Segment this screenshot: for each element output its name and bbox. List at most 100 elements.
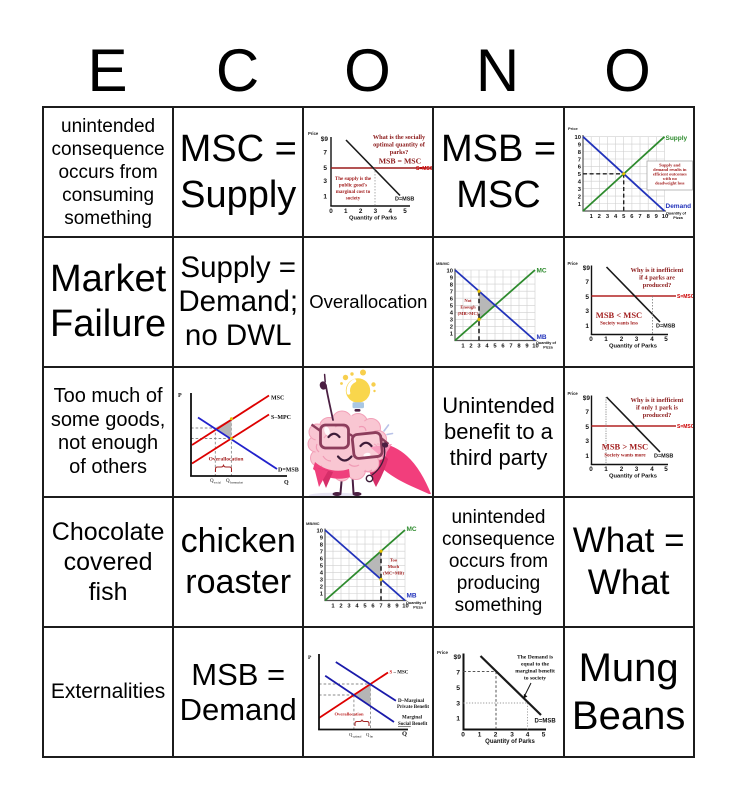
svg-text:Not: Not [465, 298, 473, 303]
svg-text:0: 0 [589, 336, 593, 343]
svg-text:MSC: MSC [271, 396, 284, 402]
svg-text:deadweight loss: deadweight loss [655, 181, 685, 186]
svg-text:MC: MC [407, 526, 417, 533]
svg-text:S=MSC: S=MSC [677, 294, 693, 300]
svg-text:8: 8 [646, 214, 650, 220]
svg-text:society: society [346, 197, 361, 202]
svg-text:1: 1 [320, 592, 324, 598]
svg-text:D–Marginal: D–Marginal [398, 699, 425, 704]
svg-text:S–MPC: S–MPC [271, 415, 291, 421]
svg-text:3: 3 [585, 308, 589, 315]
svg-text:1: 1 [332, 604, 336, 610]
svg-text:Why is it inefficient: Why is it inefficient [630, 397, 684, 404]
svg-text:10: 10 [317, 528, 323, 534]
svg-text:Pizza: Pizza [414, 606, 424, 610]
svg-text:Quantity of Parks: Quantity of Parks [609, 474, 657, 480]
svg-text:3: 3 [450, 318, 454, 324]
svg-text:2: 2 [320, 585, 323, 591]
svg-text:10: 10 [533, 344, 539, 350]
svg-text:10: 10 [661, 214, 667, 220]
svg-text:8: 8 [450, 282, 454, 288]
svg-text:optimal: optimal [353, 736, 362, 739]
svg-text:9: 9 [320, 535, 324, 541]
svg-text:3: 3 [324, 178, 328, 185]
svg-text:Quantity of: Quantity of [536, 341, 557, 345]
svg-text:Enough: Enough [461, 305, 477, 310]
svg-text:1: 1 [604, 336, 608, 343]
svg-text:demand results in: demand results in [653, 167, 687, 172]
svg-text:4: 4 [614, 214, 618, 220]
svg-text:3: 3 [320, 578, 324, 584]
svg-text:1: 1 [450, 332, 454, 338]
svg-text:4: 4 [526, 732, 530, 739]
svg-text:MSB < MSC: MSB < MSC [595, 310, 641, 320]
svg-text:5: 5 [320, 564, 324, 570]
svg-text:The supply is the: The supply is the [335, 177, 372, 182]
svg-text:with no: with no [662, 176, 677, 181]
svg-text:Quantity of: Quantity of [666, 212, 687, 216]
svg-text:S=MSC: S=MSC [677, 424, 693, 430]
svg-text:Much: Much [388, 564, 400, 569]
svg-text:D=MSB: D=MSB [278, 468, 299, 474]
svg-text:3: 3 [457, 701, 461, 708]
svg-text:5: 5 [577, 172, 581, 178]
svg-text:MB: MB [537, 334, 547, 341]
svg-text:2: 2 [359, 208, 363, 215]
svg-text:Price: Price [308, 131, 319, 136]
svg-text:Why is it inefficient: Why is it inefficient [630, 267, 684, 274]
svg-text:produced?: produced? [642, 412, 671, 419]
svg-text:8: 8 [577, 150, 581, 156]
svg-text:freemarket: freemarket [230, 481, 243, 485]
svg-text:Pizza: Pizza [544, 346, 554, 350]
svg-text:5: 5 [364, 604, 368, 610]
svg-text:0: 0 [589, 466, 593, 473]
svg-text:8: 8 [320, 542, 324, 548]
svg-text:2: 2 [450, 325, 453, 331]
svg-text:5: 5 [542, 732, 546, 739]
svg-text:Q: Q [284, 480, 289, 486]
svg-text:produced?: produced? [642, 282, 671, 289]
svg-text:to society: to society [524, 676, 546, 682]
svg-text:$9: $9 [454, 654, 462, 661]
svg-text:public good's: public good's [339, 184, 367, 189]
svg-text:D=MSB: D=MSB [535, 719, 557, 725]
svg-text:6: 6 [320, 557, 324, 563]
svg-text:Private Benefit: Private Benefit [397, 705, 429, 710]
svg-text:1: 1 [478, 732, 482, 739]
svg-text:parks?: parks? [390, 149, 409, 156]
svg-text:P: P [308, 655, 312, 661]
svg-text:Society wants more: Society wants more [604, 454, 646, 459]
svg-text:9: 9 [526, 344, 530, 350]
svg-text:7: 7 [585, 409, 589, 416]
svg-text:Overallocation: Overallocation [335, 712, 365, 717]
svg-text:What is the socially: What is the socially [373, 134, 426, 141]
svg-text:7: 7 [585, 279, 589, 286]
svg-text:1: 1 [585, 323, 589, 330]
svg-text:Quantity of Parks: Quantity of Parks [349, 216, 397, 222]
svg-text:7: 7 [510, 344, 513, 350]
svg-text:Quantity of Parks: Quantity of Parks [609, 344, 657, 350]
svg-text:6: 6 [577, 165, 581, 171]
svg-text:7: 7 [638, 214, 641, 220]
svg-text:efficient outcomes: efficient outcomes [653, 172, 687, 177]
svg-text:1: 1 [577, 202, 581, 208]
svg-text:1: 1 [589, 214, 593, 220]
svg-text:7: 7 [457, 670, 461, 677]
svg-text:Too: Too [390, 558, 398, 563]
svg-text:marginal cost to: marginal cost to [336, 190, 371, 195]
svg-text:1: 1 [585, 453, 589, 460]
svg-text:5: 5 [585, 424, 589, 431]
svg-text:2: 2 [597, 214, 600, 220]
svg-text:optimal quantity of: optimal quantity of [373, 142, 426, 149]
svg-text:MB/MC: MB/MC [436, 261, 450, 266]
svg-text:5: 5 [450, 304, 454, 310]
svg-text:Q: Q [366, 732, 370, 737]
svg-text:5: 5 [494, 344, 498, 350]
svg-text:Society wants less: Society wants less [600, 322, 638, 327]
svg-text:10: 10 [447, 268, 453, 274]
svg-text:4: 4 [650, 466, 654, 473]
svg-text:5: 5 [664, 336, 668, 343]
svg-text:MSB > MSC: MSB > MSC [601, 442, 647, 452]
svg-text:3: 3 [634, 466, 638, 473]
svg-text:8: 8 [518, 344, 522, 350]
